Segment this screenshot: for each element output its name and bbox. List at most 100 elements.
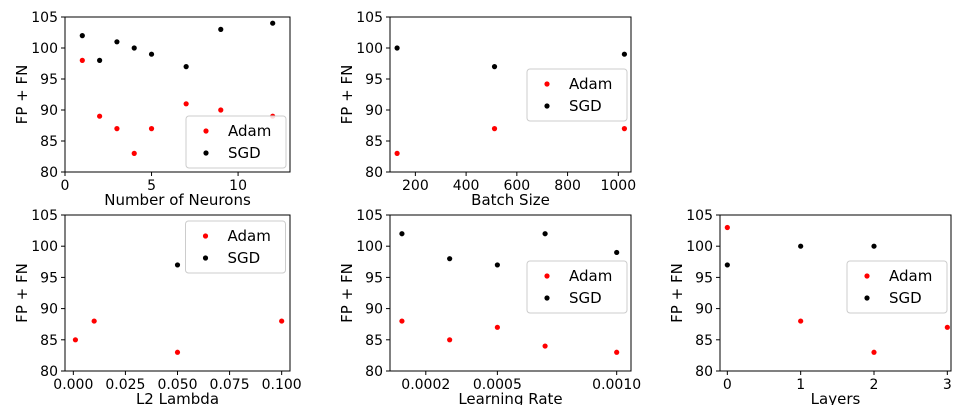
y-tick-label: 100	[356, 239, 383, 255]
sgd-point	[183, 64, 189, 70]
y-tick-label: 80	[40, 364, 58, 380]
y-tick-label: 100	[356, 41, 383, 57]
x-axis-title: Learning Rate	[458, 390, 562, 405]
sgd-point	[621, 51, 628, 57]
y-tick-label: 80	[40, 165, 58, 181]
adam-point	[97, 113, 103, 119]
adam-point	[279, 318, 285, 324]
sgd-point	[218, 26, 224, 32]
legend-marker-adam	[864, 273, 870, 279]
x-axis-title: Number of Neurons	[104, 191, 251, 209]
x-tick-label: 1	[796, 377, 805, 393]
y-tick-label: 105	[31, 10, 58, 26]
y-tick-label: 80	[365, 364, 383, 380]
legend-marker-sgd	[864, 295, 870, 301]
x-tick-label: 1000	[600, 178, 636, 194]
legend-marker-sgd	[544, 295, 550, 301]
plot-frame	[64, 16, 291, 173]
x-axis-title: Batch Size	[471, 191, 550, 209]
sgd-point	[724, 262, 730, 268]
legend-label-sgd: SGD	[228, 144, 261, 162]
legend-box	[846, 260, 948, 314]
x-tick-label: 0.0005	[473, 377, 522, 393]
x-tick-label: 400	[453, 178, 480, 194]
adam-point	[79, 57, 85, 64]
adam-point	[72, 337, 79, 343]
y-tick-label: 95	[695, 270, 713, 286]
legend-box	[185, 115, 287, 169]
scatter-panel-1: 0 5 10 80 85 90 95 100 105 Number of Neurons FP + …	[13, 10, 291, 209]
y-axis-title: FP + FN	[13, 65, 31, 125]
legend: Adam SGD	[526, 68, 628, 122]
legend-label-sgd: SGD	[228, 249, 261, 267]
plot-frame	[389, 214, 632, 372]
legend: Adam SGD	[526, 260, 628, 314]
y-tick-label: 105	[356, 10, 383, 26]
x-tick-label: 200	[402, 178, 429, 194]
x-tick-label: 0.100	[262, 377, 302, 393]
adam-point	[114, 126, 120, 132]
sgd-point	[174, 262, 181, 268]
sgd-point	[447, 256, 453, 262]
x-tick-label: 0.0010	[592, 377, 641, 393]
adam-point	[91, 318, 97, 324]
scatter-panel-3: 0.000 0.025 0.050 0.075 0.100 80 85 90 95 100 105 L…	[13, 208, 302, 405]
legend-marker-sgd	[203, 150, 209, 156]
legend-marker-sgd	[544, 103, 550, 109]
x-tick-label: 0	[723, 377, 732, 393]
sgd-point	[798, 243, 804, 249]
adam-point	[447, 337, 453, 343]
adam-point	[399, 318, 405, 324]
adam-point	[131, 150, 137, 156]
legend-box	[526, 260, 628, 314]
y-tick-label: 95	[40, 270, 58, 286]
legend-label-sgd: SGD	[569, 289, 602, 307]
x-axis-title: Layers	[811, 390, 861, 405]
adam-point	[614, 349, 620, 355]
y-tick-label: 85	[695, 333, 713, 349]
scatter-panel-5: 0 1 2 3 80 85 90 95 100 105 Layers FP + FN Adam SGD	[668, 208, 952, 405]
sgd-point	[79, 33, 85, 39]
y-tick-label: 95	[365, 270, 383, 286]
y-tick-label: 85	[365, 134, 383, 150]
legend-marker-adam	[544, 81, 550, 87]
y-tick-label: 85	[40, 333, 58, 349]
adam-point	[798, 318, 804, 324]
x-tick-label: 0.0002	[401, 377, 450, 393]
x-tick-label: 800	[554, 178, 581, 194]
adam-point	[621, 126, 628, 132]
legend-label-sgd: SGD	[569, 97, 602, 115]
legend-label-adam: Adam	[228, 122, 271, 140]
legend-marker-sgd	[202, 255, 209, 261]
adam-point	[871, 349, 877, 355]
x-tick-label: 10	[229, 178, 247, 194]
sgd-point	[114, 39, 120, 45]
x-tick-label: 3	[943, 377, 952, 393]
sgd-point	[270, 20, 276, 26]
adam-point	[494, 324, 500, 330]
sgd-point	[871, 243, 877, 249]
y-tick-label: 90	[365, 103, 383, 119]
x-tick-label: 600	[503, 178, 530, 194]
y-tick-label: 105	[356, 208, 383, 224]
adam-point	[148, 126, 155, 132]
adam-point	[218, 107, 224, 113]
legend-label-adam: Adam	[569, 267, 612, 285]
sgd-point	[614, 249, 620, 256]
y-tick-label: 105	[686, 208, 713, 224]
y-tick-label: 90	[40, 302, 58, 318]
sgd-point	[394, 45, 400, 51]
x-tick-label: 5	[147, 178, 156, 194]
y-tick-label: 95	[365, 72, 383, 88]
plot-frame	[719, 214, 952, 372]
x-tick-label: 0	[61, 178, 70, 194]
x-tick-label: 0.025	[105, 377, 145, 393]
plot-frame	[389, 16, 632, 173]
x-tick-label: 0.050	[157, 377, 197, 393]
y-tick-label: 100	[31, 41, 58, 57]
x-axis-title: L2 Lambda	[136, 390, 219, 405]
sgd-point	[542, 231, 548, 237]
y-tick-label: 85	[40, 134, 58, 150]
sgd-point	[131, 45, 137, 51]
legend-marker-adam	[202, 233, 209, 239]
